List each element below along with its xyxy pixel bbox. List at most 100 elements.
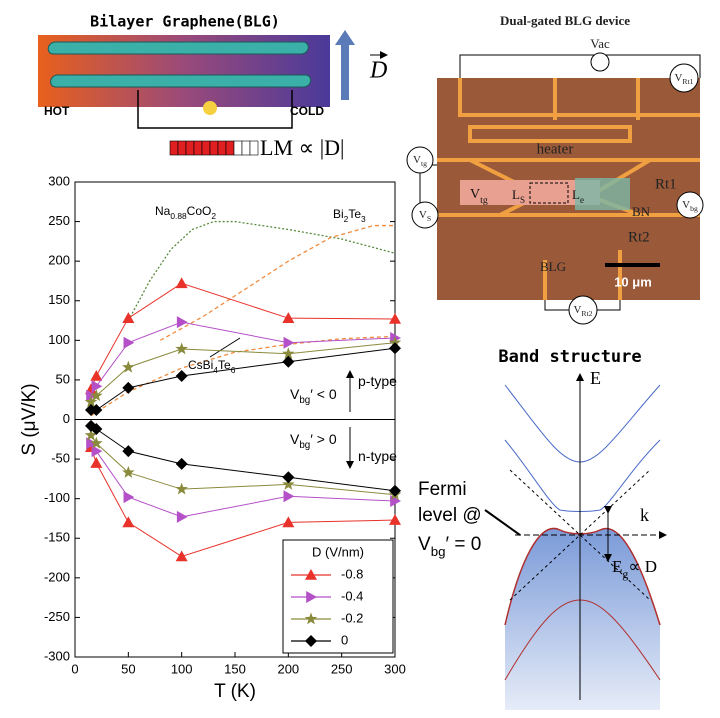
data-point — [388, 336, 402, 349]
text-part: bg — [690, 204, 698, 213]
meter — [411, 201, 439, 229]
text-part: E — [612, 557, 622, 576]
lm-cell — [241, 140, 251, 156]
text-part: n-type — [358, 448, 397, 464]
graphene-sheet — [47, 41, 309, 55]
scale-label: 10 μm — [614, 274, 652, 289]
reference-label: Na0.88CoO2 — [155, 204, 216, 221]
blg-label: BLG — [540, 259, 566, 274]
text-part: V — [290, 386, 300, 402]
text-part: V — [573, 304, 581, 316]
field-label: D — [369, 58, 387, 84]
legend-marker — [306, 591, 317, 603]
text-part: V — [674, 72, 682, 84]
legend-marker — [304, 612, 318, 625]
legend-marker — [305, 635, 317, 647]
conduction-band — [504, 439, 661, 512]
y-tick-label: -300 — [44, 648, 70, 663]
data-point — [90, 389, 103, 402]
legend-marker — [305, 569, 317, 580]
text-part: ′ < 0 — [310, 386, 337, 402]
x-tick-label: 200 — [277, 661, 299, 676]
text-part: V — [682, 199, 690, 211]
data-point — [175, 369, 188, 382]
series-line — [90, 442, 396, 518]
text-part: 3 — [361, 214, 366, 224]
text-part: Rt2 — [581, 309, 592, 318]
device-title: Dual-gated BLG device — [500, 13, 630, 28]
data-point — [90, 436, 103, 449]
vac-label: Vac — [590, 36, 610, 51]
y-tick-label: -250 — [44, 609, 70, 624]
x-tick-label: 0 — [71, 661, 78, 676]
annotation: Vbg′ < 0 — [290, 386, 337, 406]
legend-label: -0.8 — [341, 566, 363, 581]
data-point — [90, 369, 103, 381]
fermi-label: Vbg′ = 0 — [418, 534, 481, 559]
series-line — [90, 321, 396, 396]
rt2-label: Rt2 — [628, 229, 650, 245]
sample-region — [529, 182, 569, 204]
text-part: V — [418, 534, 431, 555]
blg-title: Bilayer Graphene(BLG) — [90, 13, 280, 31]
meter — [568, 295, 598, 325]
text-part: 2 — [211, 211, 216, 221]
vtg-inner-label: Vtg — [470, 187, 488, 206]
text-part: p-type — [358, 373, 397, 389]
vrt2-label: VRt2 — [573, 304, 592, 319]
legend-label: 0 — [341, 632, 348, 647]
y-tick-label: 200 — [48, 253, 70, 268]
data-point — [282, 355, 295, 368]
data-point — [91, 445, 103, 458]
reference-curve — [127, 220, 396, 321]
text-part: V — [419, 209, 427, 221]
meter — [406, 146, 434, 174]
band-title: Band structure — [498, 347, 641, 367]
data-point — [282, 312, 295, 323]
data-point — [283, 336, 295, 349]
x-tick-label: 300 — [384, 661, 406, 676]
annotation: Vbg′ > 0 — [290, 431, 337, 451]
le-label: Le — [572, 187, 584, 205]
graphene-sheet — [50, 74, 312, 88]
text-part: g — [622, 567, 628, 581]
text-part: D — [324, 135, 340, 160]
vrt1-label: VRt1 — [674, 72, 693, 87]
data-point — [123, 491, 135, 504]
data-point — [122, 465, 135, 478]
text-part: Rt1 — [682, 77, 693, 86]
lm-cell — [249, 140, 259, 156]
y-tick-label: 50 — [56, 371, 70, 386]
text-part: L — [572, 187, 580, 202]
device-panel: Dual-gated BLG device Vac VRt1 Vtg VS Vb… — [406, 13, 704, 325]
data-point — [175, 550, 188, 562]
text-part: 6 — [231, 365, 236, 375]
data-point — [389, 514, 401, 525]
series-line — [90, 435, 396, 496]
text-part: Bi — [333, 207, 344, 221]
text-part: tg — [480, 195, 488, 206]
text-part: Te — [218, 358, 231, 372]
text-part: V — [290, 431, 300, 447]
lm-cell — [193, 140, 203, 156]
wire — [137, 90, 293, 129]
text-part: e — [580, 195, 584, 205]
k-label: k — [640, 505, 649, 525]
lm-cell — [185, 140, 195, 156]
y-tick-label: -50 — [51, 451, 70, 466]
lm-cell — [177, 140, 187, 156]
meter — [676, 191, 704, 219]
text-part: 2 — [344, 214, 349, 224]
data-point — [90, 423, 103, 435]
fermi-pointer — [484, 509, 521, 536]
text-part: CoO — [187, 204, 212, 218]
data-point — [122, 381, 135, 394]
text-part: S — [520, 195, 525, 205]
text-part: V — [470, 187, 480, 202]
data-point — [123, 336, 135, 349]
y-axis-label: S (μV/K) — [19, 383, 40, 455]
y-tick-label: 250 — [48, 213, 70, 228]
data-point — [176, 316, 188, 329]
lm-cell — [201, 140, 211, 156]
